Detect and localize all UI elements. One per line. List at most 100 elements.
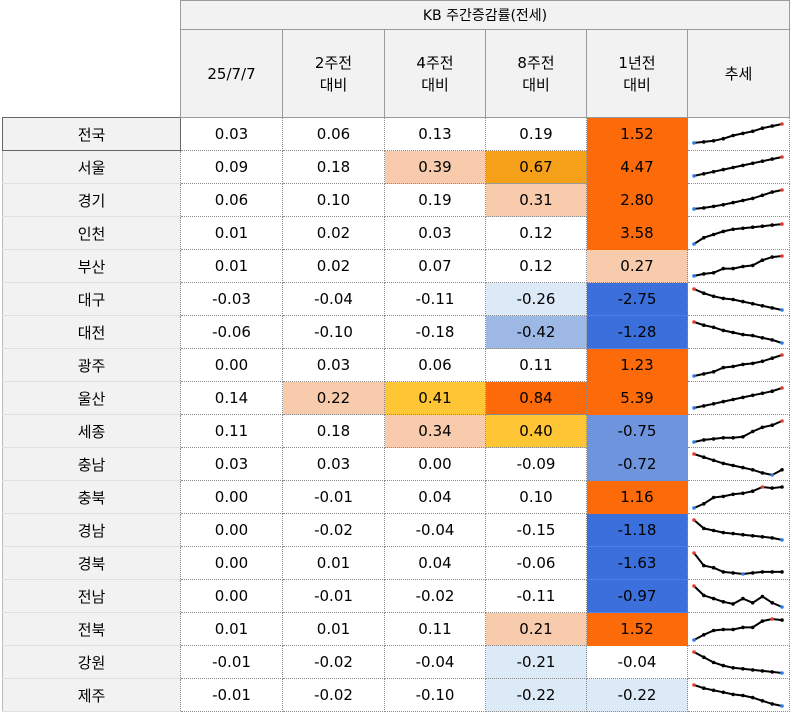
- value-cell-current[interactable]: -0.06: [180, 315, 283, 349]
- value-cell-2w[interactable]: 0.22: [282, 381, 385, 415]
- region-label[interactable]: 전남: [2, 579, 181, 613]
- value-cell-1y[interactable]: 1.23: [586, 348, 688, 382]
- region-label[interactable]: 광주: [2, 348, 181, 382]
- value-cell-2w[interactable]: 0.02: [282, 216, 385, 250]
- value-cell-8w[interactable]: 0.12: [485, 249, 587, 283]
- value-cell-1y[interactable]: 5.39: [586, 381, 688, 415]
- value-cell-8w[interactable]: -0.22: [485, 678, 587, 712]
- value-cell-4w[interactable]: 0.04: [384, 546, 486, 580]
- region-label[interactable]: 충북: [2, 480, 181, 514]
- region-label[interactable]: 충남: [2, 447, 181, 481]
- value-cell-4w[interactable]: 0.00: [384, 447, 486, 481]
- value-cell-1y[interactable]: -0.22: [586, 678, 688, 712]
- value-cell-current[interactable]: 0.00: [180, 546, 283, 580]
- value-cell-2w[interactable]: 0.03: [282, 348, 385, 382]
- value-cell-2w[interactable]: 0.10: [282, 183, 385, 217]
- value-cell-current[interactable]: 0.03: [180, 117, 283, 151]
- value-cell-2w[interactable]: 0.06: [282, 117, 385, 151]
- region-label[interactable]: 경남: [2, 513, 181, 547]
- value-cell-4w[interactable]: 0.41: [384, 381, 486, 415]
- value-cell-8w[interactable]: -0.26: [485, 282, 587, 316]
- value-cell-1y[interactable]: -1.63: [586, 546, 688, 580]
- value-cell-4w[interactable]: -0.04: [384, 513, 486, 547]
- value-cell-8w[interactable]: 0.67: [485, 150, 587, 184]
- value-cell-1y[interactable]: 4.47: [586, 150, 688, 184]
- value-cell-4w[interactable]: 0.34: [384, 414, 486, 448]
- value-cell-1y[interactable]: 2.80: [586, 183, 688, 217]
- value-cell-current[interactable]: 0.00: [180, 480, 283, 514]
- value-cell-2w[interactable]: -0.02: [282, 513, 385, 547]
- value-cell-8w[interactable]: 0.11: [485, 348, 587, 382]
- region-label[interactable]: 울산: [2, 381, 181, 415]
- value-cell-8w[interactable]: 0.19: [485, 117, 587, 151]
- value-cell-2w[interactable]: 0.18: [282, 414, 385, 448]
- value-cell-8w[interactable]: 0.40: [485, 414, 587, 448]
- value-cell-4w[interactable]: -0.11: [384, 282, 486, 316]
- value-cell-current[interactable]: 0.09: [180, 150, 283, 184]
- region-label[interactable]: 강원: [2, 645, 181, 679]
- value-cell-8w[interactable]: -0.21: [485, 645, 587, 679]
- value-cell-4w[interactable]: 0.11: [384, 612, 486, 646]
- value-cell-4w[interactable]: -0.02: [384, 579, 486, 613]
- value-cell-8w[interactable]: 0.31: [485, 183, 587, 217]
- value-cell-8w[interactable]: 0.21: [485, 612, 587, 646]
- value-cell-1y[interactable]: 1.52: [586, 117, 688, 151]
- region-label[interactable]: 세종: [2, 414, 181, 448]
- value-cell-current[interactable]: 0.00: [180, 348, 283, 382]
- value-cell-4w[interactable]: 0.04: [384, 480, 486, 514]
- value-cell-8w[interactable]: 0.84: [485, 381, 587, 415]
- value-cell-8w[interactable]: -0.09: [485, 447, 587, 481]
- value-cell-1y[interactable]: -1.18: [586, 513, 688, 547]
- value-cell-current[interactable]: 0.01: [180, 612, 283, 646]
- value-cell-4w[interactable]: 0.06: [384, 348, 486, 382]
- value-cell-4w[interactable]: 0.13: [384, 117, 486, 151]
- value-cell-current[interactable]: 0.14: [180, 381, 283, 415]
- value-cell-8w[interactable]: -0.06: [485, 546, 587, 580]
- value-cell-1y[interactable]: -0.04: [586, 645, 688, 679]
- value-cell-2w[interactable]: -0.01: [282, 579, 385, 613]
- value-cell-2w[interactable]: -0.02: [282, 678, 385, 712]
- value-cell-2w[interactable]: -0.01: [282, 480, 385, 514]
- value-cell-1y[interactable]: -1.28: [586, 315, 688, 349]
- region-label[interactable]: 전국: [2, 117, 181, 151]
- region-label[interactable]: 인천: [2, 216, 181, 250]
- value-cell-4w[interactable]: -0.04: [384, 645, 486, 679]
- value-cell-2w[interactable]: 0.18: [282, 150, 385, 184]
- region-label[interactable]: 제주: [2, 678, 181, 712]
- value-cell-1y[interactable]: 1.16: [586, 480, 688, 514]
- region-label[interactable]: 경기: [2, 183, 181, 217]
- value-cell-current[interactable]: 0.01: [180, 216, 283, 250]
- value-cell-4w[interactable]: 0.03: [384, 216, 486, 250]
- value-cell-2w[interactable]: -0.04: [282, 282, 385, 316]
- value-cell-1y[interactable]: -0.97: [586, 579, 688, 613]
- value-cell-current[interactable]: -0.03: [180, 282, 283, 316]
- value-cell-current[interactable]: 0.03: [180, 447, 283, 481]
- value-cell-1y[interactable]: -2.75: [586, 282, 688, 316]
- value-cell-2w[interactable]: -0.10: [282, 315, 385, 349]
- value-cell-8w[interactable]: -0.11: [485, 579, 587, 613]
- region-label[interactable]: 대구: [2, 282, 181, 316]
- value-cell-2w[interactable]: 0.01: [282, 612, 385, 646]
- value-cell-4w[interactable]: -0.18: [384, 315, 486, 349]
- value-cell-current[interactable]: 0.00: [180, 579, 283, 613]
- value-cell-4w[interactable]: -0.10: [384, 678, 486, 712]
- value-cell-8w[interactable]: 0.12: [485, 216, 587, 250]
- value-cell-2w[interactable]: 0.01: [282, 546, 385, 580]
- region-label[interactable]: 서울: [2, 150, 181, 184]
- value-cell-1y[interactable]: -0.72: [586, 447, 688, 481]
- value-cell-1y[interactable]: 0.27: [586, 249, 688, 283]
- value-cell-current[interactable]: 0.11: [180, 414, 283, 448]
- value-cell-1y[interactable]: -0.75: [586, 414, 688, 448]
- region-label[interactable]: 전북: [2, 612, 181, 646]
- region-label[interactable]: 부산: [2, 249, 181, 283]
- value-cell-4w[interactable]: 0.39: [384, 150, 486, 184]
- value-cell-2w[interactable]: 0.03: [282, 447, 385, 481]
- value-cell-current[interactable]: 0.01: [180, 249, 283, 283]
- value-cell-8w[interactable]: -0.15: [485, 513, 587, 547]
- value-cell-4w[interactable]: 0.19: [384, 183, 486, 217]
- value-cell-current[interactable]: -0.01: [180, 678, 283, 712]
- value-cell-1y[interactable]: 3.58: [586, 216, 688, 250]
- value-cell-8w[interactable]: 0.10: [485, 480, 587, 514]
- region-label[interactable]: 경북: [2, 546, 181, 580]
- value-cell-1y[interactable]: 1.52: [586, 612, 688, 646]
